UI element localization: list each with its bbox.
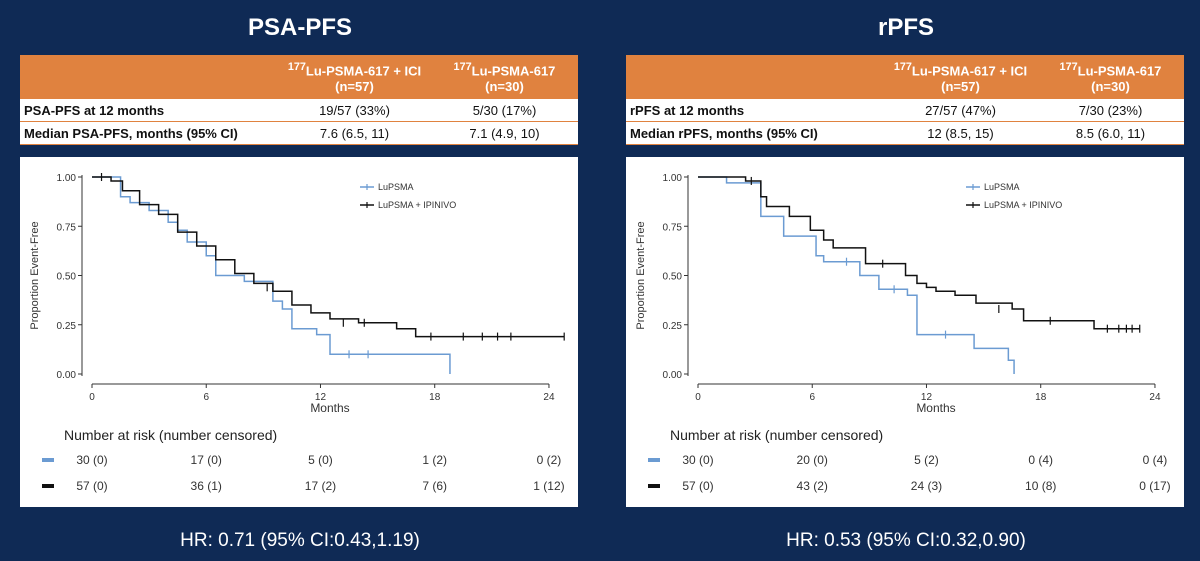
hazard-ratio-text: HR: 0.53 (95% CI:0.32,0.90) bbox=[786, 530, 1026, 551]
y-axis-label: Proportion Event-Free bbox=[635, 221, 647, 329]
x-axis-label: Months bbox=[310, 401, 349, 415]
header-combination-arm: 177Lu-PSMA-617 + ICI (n=57) bbox=[278, 55, 431, 99]
y-tick-label: 0.00 bbox=[57, 370, 77, 381]
isotope-superscript: 177 bbox=[287, 61, 306, 74]
risk-count: 30 (0) bbox=[682, 453, 713, 467]
y-tick-label: 0.00 bbox=[663, 370, 683, 381]
risk-count: 5 (0) bbox=[308, 453, 333, 467]
risk-count: 10 (8) bbox=[1025, 479, 1056, 493]
table-row: PSA-PFS at 12 months 19/57 (33%) 5/30 (1… bbox=[20, 99, 578, 122]
cell-value: 7/30 (23%) bbox=[1036, 99, 1184, 122]
legend-label: LuPSMA + IPINIVO bbox=[378, 200, 456, 210]
cell-value: 27/57 (47%) bbox=[884, 99, 1037, 122]
risk-count: 57 (0) bbox=[682, 479, 713, 493]
risk-count: 7 (6) bbox=[422, 479, 447, 493]
risk-table-title: Number at risk (number censored) bbox=[64, 427, 277, 443]
table-header-row: 177Lu-PSMA-617 + ICI (n=57) 177Lu-PSMA-6… bbox=[626, 55, 1184, 99]
header-combination-arm: 177Lu-PSMA-617 + ICI (n=57) bbox=[884, 55, 1037, 99]
table-row: Median PSA-PFS, months (95% CI) 7.6 (6.5… bbox=[20, 121, 578, 145]
y-tick-label: 0.25 bbox=[57, 321, 77, 332]
row-label: PSA-PFS at 12 months bbox=[20, 99, 279, 122]
row-label: Median PSA-PFS, months (95% CI) bbox=[20, 121, 279, 145]
x-tick-label: 18 bbox=[1035, 392, 1047, 403]
risk-count: 24 (3) bbox=[911, 479, 942, 493]
cell-value: 7.6 (6.5, 11) bbox=[278, 121, 431, 145]
km-chart-box: 0.00 0.25 0.50 0.75 1.00 0 6 12 18 24 Months Propor… bbox=[626, 157, 1184, 507]
x-tick-label: 24 bbox=[543, 392, 555, 403]
header-blank bbox=[626, 55, 885, 99]
x-tick-label: 12 bbox=[315, 392, 327, 403]
table-row: rPFS at 12 months 27/57 (47%) 7/30 (23%) bbox=[626, 99, 1184, 122]
km-curve-chart: 0.00 0.25 0.50 0.75 1.00 0 6 12 18 24 Months Propor… bbox=[29, 173, 565, 493]
risk-count: 17 (2) bbox=[305, 479, 336, 493]
x-tick-label: 6 bbox=[809, 392, 815, 403]
risk-count: 0 (2) bbox=[537, 453, 562, 467]
risk-count: 0 (4) bbox=[1143, 453, 1168, 467]
risk-count: 1 (12) bbox=[533, 479, 564, 493]
x-tick-label: 18 bbox=[429, 392, 441, 403]
y-axis-label: Proportion Event-Free bbox=[29, 221, 41, 329]
header-monotherapy-arm: 177Lu-PSMA-617 (n=30) bbox=[1036, 55, 1184, 99]
x-axis-label: Months bbox=[916, 401, 955, 415]
risk-table-title: Number at risk (number censored) bbox=[670, 427, 883, 443]
x-tick-label: 0 bbox=[695, 392, 701, 403]
cell-value: 5/30 (17%) bbox=[430, 99, 578, 122]
km-curve bbox=[92, 176, 565, 338]
isotope-superscript: 177 bbox=[893, 61, 912, 74]
risk-count: 0 (17) bbox=[1139, 479, 1170, 493]
y-tick-label: 0.75 bbox=[57, 222, 77, 233]
y-tick-label: 0.50 bbox=[57, 272, 77, 283]
km-chart-box: 0.00 0.25 0.50 0.75 1.00 0 6 12 18 24 Months Propor… bbox=[20, 157, 578, 507]
y-tick-label: 1.00 bbox=[663, 173, 683, 184]
risk-count: 17 (0) bbox=[191, 453, 222, 467]
rpfs-panel: rPFS 177Lu-PSMA-617 + ICI (n=57) 177Lu-P… bbox=[626, 0, 1186, 561]
risk-count: 0 (4) bbox=[1028, 453, 1053, 467]
cell-value: 7.1 (4.9, 10) bbox=[430, 121, 578, 145]
y-tick-label: 0.25 bbox=[663, 321, 683, 332]
cell-value: 19/57 (33%) bbox=[278, 99, 431, 122]
risk-count: 57 (0) bbox=[76, 479, 107, 493]
risk-count: 20 (0) bbox=[797, 453, 828, 467]
table-row: Median rPFS, months (95% CI) 12 (8.5, 15… bbox=[626, 121, 1184, 145]
hazard-ratio-text: HR: 0.71 (95% CI:0.43,1.19) bbox=[180, 530, 420, 551]
risk-count: 30 (0) bbox=[76, 453, 107, 467]
psa-pfs-panel: PSA-PFS 177Lu-PSMA-617 + ICI (n=57) 177L… bbox=[20, 0, 580, 561]
row-label: rPFS at 12 months bbox=[626, 99, 885, 122]
risk-count: 36 (1) bbox=[191, 479, 222, 493]
isotope-superscript: 177 bbox=[453, 61, 472, 74]
summary-table: 177Lu-PSMA-617 + ICI (n=57) 177Lu-PSMA-6… bbox=[20, 55, 578, 145]
summary-table: 177Lu-PSMA-617 + ICI (n=57) 177Lu-PSMA-6… bbox=[626, 55, 1184, 145]
cell-value: 12 (8.5, 15) bbox=[884, 121, 1037, 145]
cell-value: 8.5 (6.0, 11) bbox=[1036, 121, 1184, 145]
y-tick-label: 0.50 bbox=[663, 272, 683, 283]
risk-count: 1 (2) bbox=[422, 453, 447, 467]
y-tick-label: 1.00 bbox=[57, 173, 77, 184]
y-tick-label: 0.75 bbox=[663, 222, 683, 233]
km-curve-chart: 0.00 0.25 0.50 0.75 1.00 0 6 12 18 24 Months Propor… bbox=[635, 173, 1171, 493]
header-monotherapy-arm: 177Lu-PSMA-617 (n=30) bbox=[430, 55, 578, 99]
legend-label: LuPSMA bbox=[378, 182, 414, 192]
x-tick-label: 12 bbox=[921, 392, 933, 403]
legend-label: LuPSMA bbox=[984, 182, 1020, 192]
panel-title: PSA-PFS bbox=[247, 14, 352, 41]
isotope-superscript: 177 bbox=[1059, 61, 1078, 74]
table-header-row: 177Lu-PSMA-617 + ICI (n=57) 177Lu-PSMA-6… bbox=[20, 55, 578, 99]
legend-label: LuPSMA + IPINIVO bbox=[984, 200, 1062, 210]
risk-count: 5 (2) bbox=[914, 453, 939, 467]
x-tick-label: 0 bbox=[89, 392, 95, 403]
row-label: Median rPFS, months (95% CI) bbox=[626, 121, 885, 145]
km-curve bbox=[698, 176, 1140, 330]
risk-count: 43 (2) bbox=[797, 479, 828, 493]
header-blank bbox=[20, 55, 279, 99]
x-tick-label: 24 bbox=[1149, 392, 1161, 403]
panel-title: rPFS bbox=[877, 14, 934, 41]
x-tick-label: 6 bbox=[203, 392, 209, 403]
km-curve bbox=[698, 176, 1015, 374]
